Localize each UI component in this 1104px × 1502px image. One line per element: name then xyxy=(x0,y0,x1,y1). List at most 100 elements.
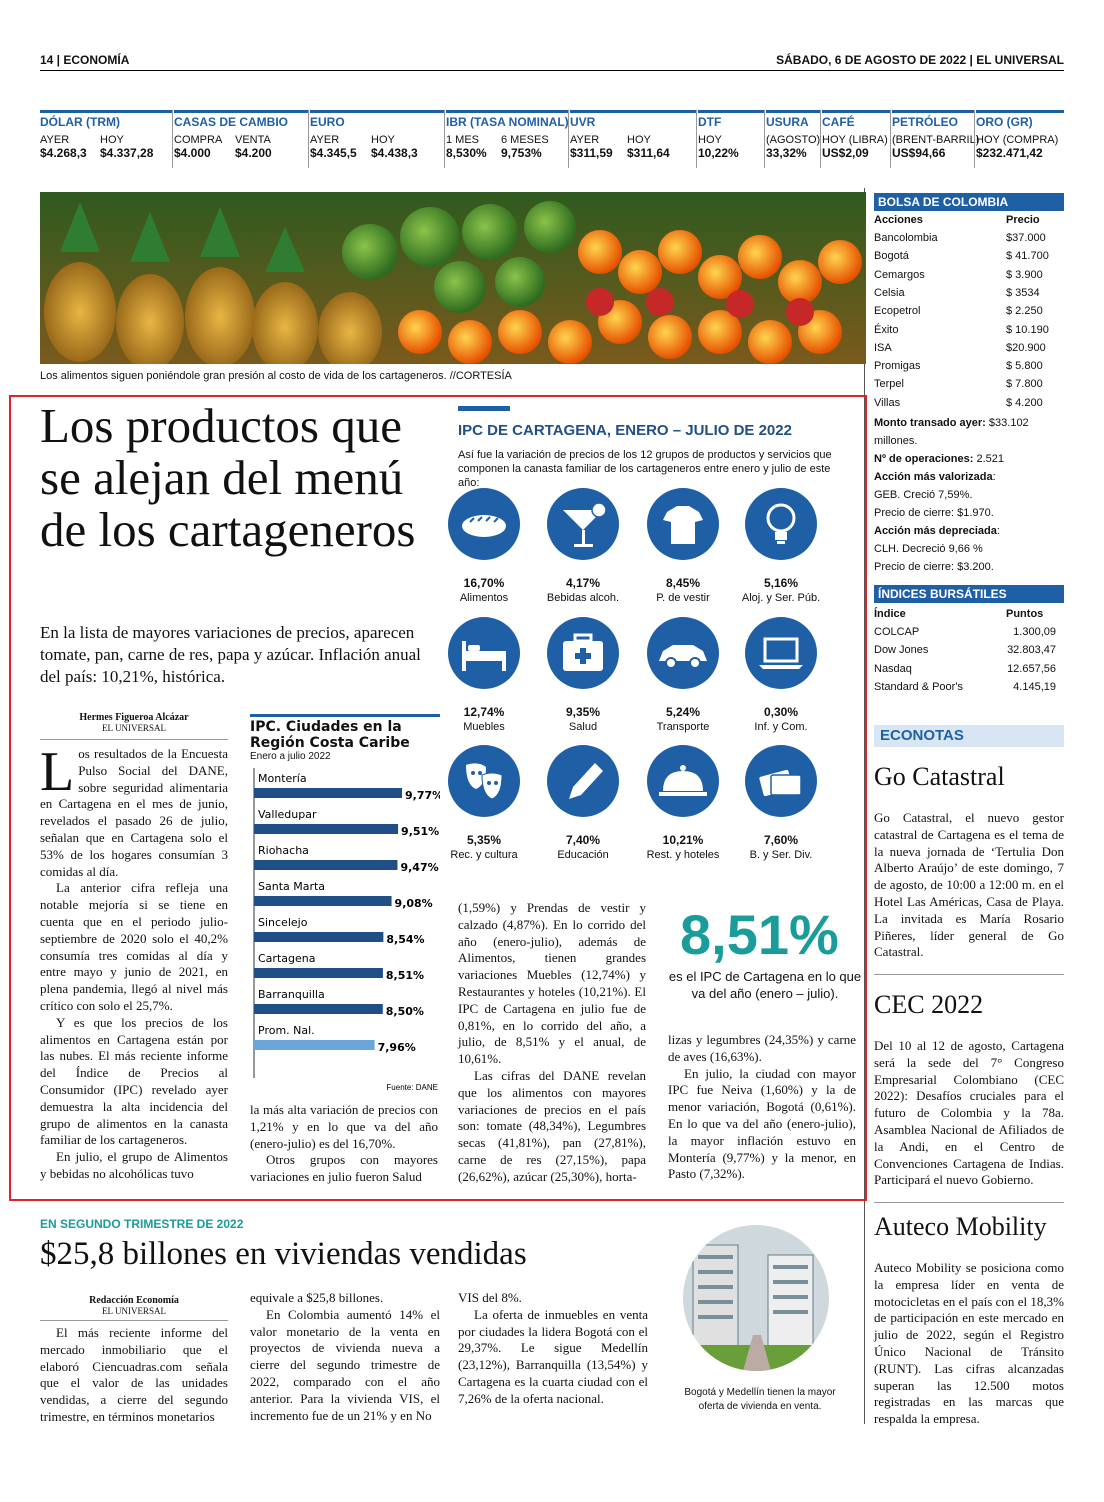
article2-author: Redacción Economía xyxy=(89,1295,179,1306)
bolsa-note: GEB. Creció 7,59%. xyxy=(874,486,1064,504)
bar-category-label: Montería xyxy=(258,772,307,785)
market-title: UVR xyxy=(570,110,696,134)
stock-price: $ 7.800 xyxy=(1006,378,1043,391)
market-separator xyxy=(764,110,765,168)
bolsa-col-2: Precio xyxy=(1006,214,1040,226)
index-name: COLCAP xyxy=(874,626,920,638)
market-title: IBR (TASA NOMINAL) xyxy=(446,110,569,134)
market-separator xyxy=(890,110,891,168)
market-sub-label: HOY xyxy=(698,134,722,146)
market-value: $4.337,28 xyxy=(100,146,154,160)
bar xyxy=(254,896,392,906)
sidebar-divider xyxy=(864,188,865,1424)
indices-header-row: Índice Puntos xyxy=(874,608,1064,626)
market-value: US$94,66 xyxy=(892,146,946,160)
bolsa-notes: Monto transado ayer: $33.102 millones. Nº… xyxy=(874,414,1064,576)
ipc-label: Transporte xyxy=(656,721,710,733)
paragraph: En julio, la ciudad con mayor IPC fue Ne… xyxy=(668,1065,856,1182)
ipc-cities-chart: IPC. Ciudades en la Región Costa Caribe … xyxy=(250,714,443,1094)
bar-category-label: Valledupar xyxy=(258,808,317,821)
market-subs: (AGOSTO) xyxy=(766,134,820,146)
bolsa-header-row: Acciones Precio xyxy=(874,214,1064,232)
market-subs: 1 MES 6 MESES xyxy=(446,134,568,146)
market-sub-label: 1 MES xyxy=(446,134,480,146)
stock-name: Cemargos xyxy=(874,268,925,281)
bar xyxy=(254,824,399,834)
stock-price: $ 5.800 xyxy=(1006,360,1043,373)
stock-name: ISA xyxy=(874,341,892,354)
market-value: 9,753% xyxy=(501,146,542,160)
index-name: Standard & Poor's xyxy=(874,680,963,693)
indices-row: COLCAP 1.300,09 xyxy=(874,626,1064,644)
market-values: 10,22% xyxy=(698,146,764,160)
market-subs: AYER HOY xyxy=(40,134,172,146)
market-item: DÓLAR (TRM) AYER HOY $4.268,3 $4.337,28 xyxy=(40,110,172,168)
market-values: $4.345,5 $4.438,3 xyxy=(310,146,444,160)
market-title: CAFÉ xyxy=(822,110,890,134)
stock-name: Bogotá xyxy=(874,250,909,263)
bar xyxy=(254,968,383,978)
paragraph: El más reciente informe del mercado inmo… xyxy=(40,1325,228,1424)
bar xyxy=(254,860,398,870)
article2-column-2: equivale a $25,8 billones. En Colombia au… xyxy=(250,1290,440,1424)
bolsa-note: Monto transado ayer: $33.102 millones. xyxy=(874,414,1064,450)
article-headline: Los productos que se alejan del menú de … xyxy=(40,398,416,557)
date-label: SÁBADO, 6 DE AGOSTO DE 2022 | EL UNIVERS… xyxy=(776,53,1064,67)
market-separator xyxy=(444,110,445,168)
index-points: 12.657,56 xyxy=(1007,662,1056,675)
market-sub-label: 6 MESES xyxy=(501,134,549,146)
article-column-4: lizas y legumbres (24,35%) y carne de av… xyxy=(668,1032,856,1183)
ipc-label: Inf. y Com. xyxy=(754,721,808,733)
bar-category-label: Sincelejo xyxy=(258,916,308,929)
market-item: EURO AYER HOY $4.345,5 $4.438,3 xyxy=(310,110,444,168)
market-item: PETRÓLEO (BRENT-BARRIL) US$94,66 xyxy=(892,110,979,168)
article-column-3: (1,59%) y Prendas de vestir y calzado (4… xyxy=(458,900,646,1186)
stock-price: $ 3.900 xyxy=(1006,268,1043,281)
bar-chart-svg: Montería 9,77% Valledupar 9,51% Riohacha 9,47… xyxy=(253,768,443,1092)
bolsa-note: Acción más depreciada: xyxy=(874,522,1064,540)
market-title: USURA xyxy=(766,110,820,134)
bar-value-label: 9,47% xyxy=(400,861,438,874)
market-sub-label: HOY xyxy=(627,134,651,146)
market-title: EURO xyxy=(310,110,444,134)
note-text: CLH. Decreció 9,66 % xyxy=(874,543,983,555)
stock-name: Terpel xyxy=(874,378,904,391)
market-value: 10,22% xyxy=(698,146,739,160)
market-values: $4.268,3 $4.337,28 xyxy=(40,146,172,160)
market-sub-label: AYER xyxy=(310,134,340,146)
cards-icon xyxy=(745,745,817,817)
econota-divider xyxy=(874,974,1064,975)
ipc-big-text: es el IPC de Cartagena en lo que va del … xyxy=(668,969,862,1001)
econota-title: Go Catastral xyxy=(874,762,1005,791)
bar-category-label: Riohacha xyxy=(258,844,309,857)
ipc-subtitle: Así fue la variación de precios de los 1… xyxy=(458,449,832,489)
market-sub-label: AYER xyxy=(40,134,70,146)
market-title: CASAS DE CAMBIO xyxy=(174,110,308,134)
cloche-icon xyxy=(647,745,719,817)
bolsa-row: Villas $ 4.200 xyxy=(874,397,1064,415)
market-value: $4.438,3 xyxy=(371,146,418,160)
bolsa-row: Promigas $ 5.800 xyxy=(874,360,1064,378)
fruit-photo xyxy=(40,192,866,364)
market-subs: AYER HOY xyxy=(310,134,444,146)
econota-body: Auteco Mobility se posiciona como la emp… xyxy=(874,1260,1064,1427)
econota-body: Go Catastral, el nuevo gestor catastral … xyxy=(874,810,1064,960)
market-item: UVR AYER HOY $311,59 $311,64 xyxy=(570,110,696,168)
market-sub-label: COMPRA xyxy=(174,134,223,146)
market-value: $4.345,5 xyxy=(310,146,357,160)
ipc-value: 16,70% xyxy=(463,576,505,590)
ipc-value: 5,24% xyxy=(665,705,701,719)
bar-category-label: Prom. Nal. xyxy=(258,1024,315,1037)
bolsa-note: Precio de cierre: $3.200. xyxy=(874,558,1064,576)
market-sub-label: HOY xyxy=(100,134,124,146)
market-values: $4.000 $4.200 xyxy=(174,146,308,160)
ipc-value: 5,16% xyxy=(763,576,799,590)
stock-name: Bancolombia xyxy=(874,232,938,244)
market-value: 33,32% xyxy=(766,146,807,160)
paragraph: Otros grupos con mayores variaciones en … xyxy=(250,1152,438,1185)
bolsa-row: Bogotá $ 41.700 xyxy=(874,250,1064,268)
bar-value-label: 8,54% xyxy=(386,933,424,946)
ipc-value: 4,17% xyxy=(565,576,601,590)
article2-column-1-text: El más reciente informe del mercado inmo… xyxy=(40,1325,228,1426)
